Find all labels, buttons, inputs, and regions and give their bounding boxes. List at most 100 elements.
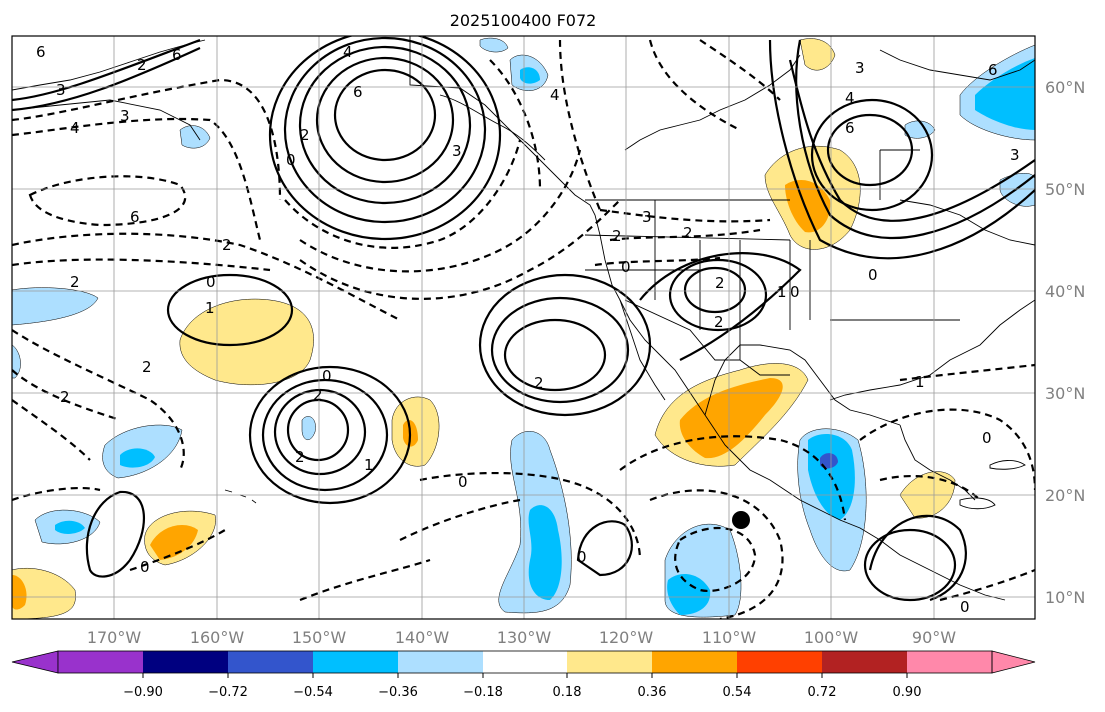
contour-label: 0 [322, 367, 332, 385]
contour-label: 3 [642, 208, 652, 226]
contour-negative [28, 175, 187, 227]
contour-label: 6 [353, 83, 363, 101]
negative-anomaly-region [479, 37, 509, 53]
colorbar-swatch [737, 651, 822, 673]
strong-positive-region [12, 575, 27, 610]
contour-label: 0 [960, 598, 970, 616]
contour-negative [899, 363, 1035, 382]
strong-negative-region [55, 520, 85, 534]
contour-west-high [166, 273, 294, 347]
strong-negative-region [528, 505, 562, 600]
contour-subtropical-high [478, 273, 652, 417]
positive-anomaly-region [799, 38, 836, 71]
contour-label: 0 [458, 473, 468, 491]
contour-small-high [668, 258, 768, 332]
contour-negative [399, 498, 521, 541]
colorbar-tick-label: 0.72 [808, 685, 837, 700]
contour-north [12, 46, 201, 112]
contour-label: 0 [140, 558, 150, 576]
contour-labels: 6 3 4 3 2 6 4 6 3 0 2 4 3 6 4 6 3 6 3 2 … [36, 43, 1020, 616]
colorbar-tick-label: 0.54 [723, 685, 752, 700]
contour-negative [594, 256, 721, 267]
contour-label: 2 [70, 273, 80, 291]
contour-label: 0 [982, 429, 992, 447]
lon-label: 100°W [804, 628, 859, 647]
negative-anomaly-region [301, 416, 316, 440]
contour-gulf-high [863, 528, 957, 602]
contour-negative [859, 408, 1035, 491]
strong-negative-region [975, 58, 1035, 130]
lon-label: 130°W [497, 628, 552, 647]
contour-solid [576, 520, 633, 577]
contour-small-high [639, 252, 802, 361]
contour-high-inner [333, 68, 437, 162]
contour-negative [129, 529, 226, 572]
colorbar-swatch [907, 651, 992, 673]
contour-negative [558, 39, 602, 211]
contour-label: 4 [343, 43, 353, 61]
contour-label: 6 [845, 119, 855, 137]
contour-label: 1 [364, 456, 374, 474]
lon-label: 110°W [702, 628, 757, 647]
lat-label: 60°N [1045, 78, 1085, 97]
contour-label: 3 [120, 107, 130, 125]
contour-negative [674, 526, 757, 593]
contour-high [315, 56, 455, 184]
contour-negative [619, 435, 847, 521]
colorbar: −0.90 −0.72 −0.54 −0.36 −0.18 0.18 0.36 … [11, 650, 1036, 700]
lon-label: 120°W [599, 628, 654, 647]
colorbar-swatch [228, 651, 313, 673]
colorbar-swatch [567, 651, 652, 673]
contour-label: 2 [714, 313, 724, 331]
lat-label: 10°N [1045, 588, 1085, 607]
graticule [12, 36, 1035, 619]
positive-anomaly-region [12, 567, 76, 619]
map-panel: 6 3 4 3 2 6 4 6 3 0 2 4 3 6 4 6 3 6 3 2 … [11, 35, 1036, 620]
contour-label: 6 [130, 208, 140, 226]
contour-central-high [261, 378, 389, 492]
colorbar-swatch [398, 651, 483, 673]
contour-label: 2 [715, 274, 725, 292]
contour-negative [609, 228, 761, 242]
strong-negative-region [667, 574, 711, 615]
contour-label: 6 [988, 61, 998, 79]
colorbar-tick-label: −0.72 [208, 685, 248, 700]
contour-label: 0 [790, 283, 800, 301]
extreme-negative-region [820, 453, 838, 469]
contour-central-high [248, 365, 412, 505]
contour-label: 0 [868, 266, 878, 284]
lat-label: 40°N [1045, 282, 1085, 301]
negative-anomaly-region [12, 344, 21, 379]
contour-label: 1 [205, 299, 215, 317]
contour-negative [12, 232, 401, 321]
contour-negative [879, 474, 981, 501]
contour-high-outer [268, 36, 502, 241]
contour-label: 2 [60, 388, 70, 406]
contour-label: 3 [1010, 146, 1020, 164]
contour-label: 3 [452, 142, 462, 160]
contour-label: 3 [855, 59, 865, 77]
colorbar-swatch [652, 651, 737, 673]
contour-label: 0 [206, 273, 216, 291]
contour-subtropical-high [490, 296, 630, 404]
contour-label: 0 [286, 151, 296, 169]
contour-west-high [85, 490, 146, 578]
strong-negative-region [520, 67, 540, 84]
colorbar-swatch [483, 651, 567, 673]
contour-negative [489, 59, 542, 191]
colorbar-extend-low [11, 650, 59, 674]
strong-negative-region [120, 448, 155, 468]
contour-label: 2 [300, 126, 310, 144]
contour-negative [299, 199, 621, 300]
colorbar-swatch [143, 651, 228, 673]
contour-negative [12, 329, 185, 471]
lat-label: 50°N [1045, 180, 1085, 199]
contour-label: 2 [612, 227, 622, 245]
storm-position-marker [732, 511, 750, 529]
lon-label: 150°W [292, 628, 347, 647]
contour-label: 2 [222, 236, 232, 254]
strong-positive-region [679, 378, 783, 459]
colorbar-swatch [313, 651, 398, 673]
contour-label: 2 [295, 448, 305, 466]
